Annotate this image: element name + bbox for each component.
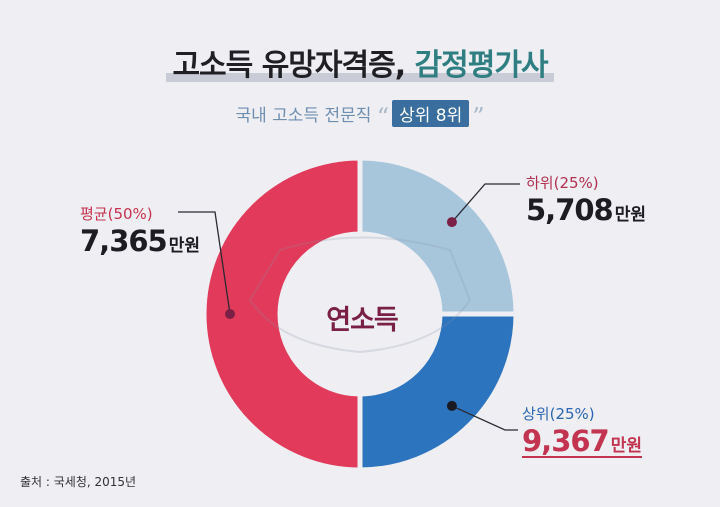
donut-hole xyxy=(280,234,440,394)
page-title: 고소득 유망자격증, 감정평가사 xyxy=(166,40,554,84)
subtitle-highlight: 상위 8위 xyxy=(392,100,470,127)
leader-lines xyxy=(178,183,520,431)
watermark-logo xyxy=(248,236,472,354)
source-note: 출처 : 국세청, 2015년 xyxy=(20,475,137,489)
subtitle: 국내 고소득 전문직 “상위 8위” xyxy=(235,100,485,131)
subtitle-wrap: 국내 고소득 전문직 “상위 8위” xyxy=(0,100,720,131)
label-average-unit: 만원 xyxy=(168,236,201,256)
label-lower-name: 하위(25%) xyxy=(526,174,599,192)
label-upper-name: 상위(25%) xyxy=(522,405,595,423)
label-upper-unit: 만원 xyxy=(610,436,643,456)
subtitle-prefix: 국내 고소득 전문직 xyxy=(235,106,372,126)
leader-line xyxy=(178,211,231,315)
label-average-name: 평균(50%) xyxy=(80,205,153,223)
leader-dot xyxy=(446,217,457,228)
label-average-amount: 7,365 xyxy=(80,224,168,258)
label-upper-amount: 9,367 xyxy=(522,424,610,458)
donut-center-label: 연소득 xyxy=(326,305,399,336)
title-accent: 감정평가사 xyxy=(414,48,549,83)
leader-dot xyxy=(225,309,235,319)
title-wrap: 고소득 유망자격증, 감정평가사 xyxy=(0,40,720,84)
label-lower-amount: 5,708 xyxy=(526,193,614,227)
leader-dot xyxy=(446,400,457,411)
label-average: 평균(50%) 7,365 만원 xyxy=(80,203,200,258)
leader-line xyxy=(451,183,520,223)
donut-slices xyxy=(201,155,519,473)
leader-line xyxy=(451,405,518,431)
subtitle-open-quote: “ xyxy=(376,103,390,131)
label-upper: 상위(25%) 9,367 만원 xyxy=(522,403,643,458)
subtitle-close-quote: ” xyxy=(472,103,485,131)
title-main: 고소득 유망자격증, xyxy=(172,48,415,83)
label-lower-unit: 만원 xyxy=(614,205,647,225)
label-upper-value: 9,367 만원 xyxy=(522,424,643,458)
label-lower: 하위(25%) 5,708 만원 xyxy=(526,172,646,227)
